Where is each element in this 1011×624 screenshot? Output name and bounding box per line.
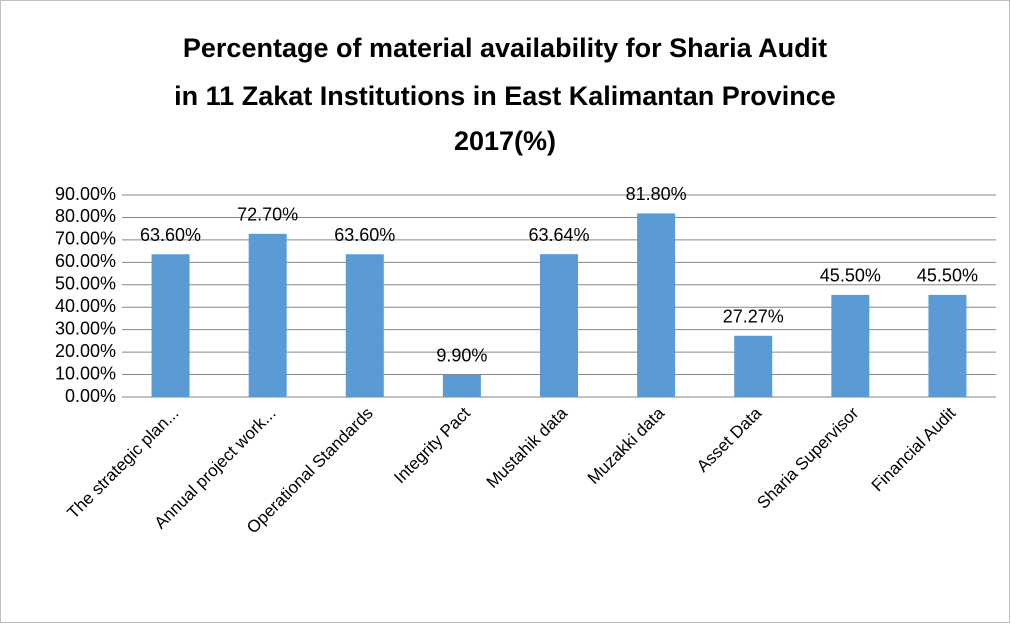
y-tick-label: 0.00%	[65, 386, 116, 406]
bar	[928, 294, 967, 397]
data-label: 45.50%	[917, 266, 978, 286]
y-tick-label: 50.00%	[55, 274, 116, 294]
bar	[151, 254, 190, 397]
y-tick-label: 30.00%	[55, 318, 116, 338]
bar	[442, 374, 481, 397]
data-label: 63.60%	[334, 225, 395, 245]
chart-title: 2017(%)	[454, 126, 556, 156]
bar	[540, 254, 578, 397]
data-label: 63.60%	[140, 225, 201, 245]
chart-title: in 11 Zakat Institutions in East Kaliman…	[174, 81, 836, 111]
data-label: 63.64%	[528, 225, 589, 245]
bar	[637, 213, 676, 397]
y-tick-label: 90.00%	[55, 184, 116, 204]
bar	[734, 335, 773, 397]
chart-title: Percentage of material availability for …	[183, 33, 827, 63]
y-tick-label: 60.00%	[55, 251, 116, 271]
bar	[248, 233, 287, 397]
y-tick-label: 20.00%	[55, 341, 116, 361]
data-label: 9.90%	[436, 346, 487, 366]
bar	[831, 294, 870, 397]
y-tick-label: 10.00%	[55, 363, 116, 383]
y-tick-label: 70.00%	[55, 229, 116, 249]
data-label: 72.70%	[237, 205, 298, 225]
y-tick-label: 80.00%	[55, 206, 116, 226]
y-tick-label: 40.00%	[55, 296, 116, 316]
data-label: 45.50%	[820, 266, 881, 286]
bar	[345, 254, 384, 397]
data-label: 27.27%	[723, 307, 784, 327]
data-label: 81.80%	[626, 184, 687, 204]
